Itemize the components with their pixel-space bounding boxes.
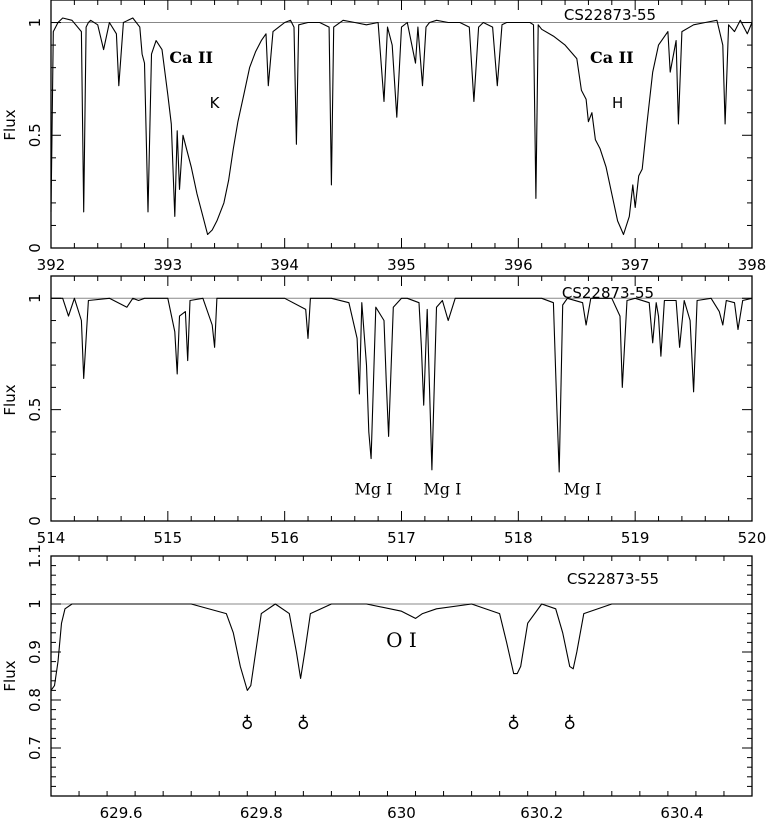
- x-tick-label: 398: [738, 256, 767, 274]
- line-id-label: Ca II: [590, 48, 634, 67]
- star-name-label: CS22873-55: [564, 6, 656, 24]
- y-tick-label: 0: [26, 516, 44, 526]
- line-id-label: Mg I: [354, 479, 392, 498]
- spectrum-line: [51, 297, 753, 473]
- line-id-label: Mg I: [564, 479, 602, 498]
- telluric-marker: ♁: [507, 714, 519, 734]
- line-id-label: O I: [386, 628, 417, 652]
- star-name-label: CS22873-55: [562, 284, 654, 302]
- y-tick-label: 0: [26, 243, 44, 253]
- x-tick-label: 393: [154, 256, 183, 274]
- y-tick-label: 0.7: [26, 736, 44, 760]
- x-tick-label: 514: [37, 529, 66, 547]
- x-tick-label: 518: [504, 529, 533, 547]
- line-id-label: H: [612, 94, 623, 112]
- x-tick-label: 519: [621, 529, 650, 547]
- y-tick-label: 0.5: [26, 123, 44, 147]
- x-tick-label: 517: [387, 529, 416, 547]
- x-tick-label: 397: [621, 256, 650, 274]
- telluric-marker: ♁: [297, 714, 309, 734]
- x-tick-label: 629.8: [240, 804, 283, 822]
- x-tick-label: 630.4: [660, 804, 703, 822]
- telluric-marker: ♁: [241, 714, 253, 734]
- y-axis-label: Flux: [1, 109, 19, 140]
- x-tick-label: 630: [387, 804, 416, 822]
- y-tick-label: 0.8: [26, 688, 44, 712]
- y-tick-label: 1.1: [26, 544, 44, 568]
- line-id-label: Mg I: [423, 479, 461, 498]
- y-axis-label: Flux: [1, 384, 19, 415]
- x-tick-label: 629.6: [100, 804, 143, 822]
- plot-frame: [50, 555, 753, 797]
- plot-frame: [50, 275, 753, 522]
- y-tick-label: 0.9: [26, 640, 44, 664]
- x-tick-label: 396: [504, 256, 533, 274]
- y-tick-label: 1: [26, 18, 44, 28]
- line-id-label: K: [210, 94, 221, 112]
- panel-o-i: 629.6 629.8 630 630.2 630.4 0.7 0.8 0.9 1 1.1 Flux…: [1, 544, 753, 822]
- x-tick-label: 516: [270, 529, 299, 547]
- x-tick-label: 515: [154, 529, 183, 547]
- y-axis-label: Flux: [1, 660, 19, 691]
- x-tick-label: 520: [738, 529, 767, 547]
- telluric-marker: ♁: [564, 714, 576, 734]
- star-name-label: CS22873-55: [567, 570, 659, 588]
- x-tick-label: 392: [37, 256, 66, 274]
- line-id-label: Ca II: [169, 48, 213, 67]
- y-tick-label: 1: [26, 293, 44, 303]
- x-tick-label: 395: [387, 256, 416, 274]
- y-tick-label: 0.5: [26, 398, 44, 422]
- y-tick-label: 1: [26, 599, 44, 609]
- panel-mg-i: 514 515 516 517 518 519 520 0 0.5 1 Flux CS22873-55…: [1, 275, 767, 547]
- panel-ca-ii: 392 393 394 395 396 397 398 0 0.5 1 Flux CS22873-55…: [1, 0, 766, 274]
- x-tick-label: 630.2: [520, 804, 563, 822]
- spectrum-line: [50, 603, 752, 691]
- spectrum-line: [50, 17, 753, 236]
- x-tick-label: 394: [270, 256, 299, 274]
